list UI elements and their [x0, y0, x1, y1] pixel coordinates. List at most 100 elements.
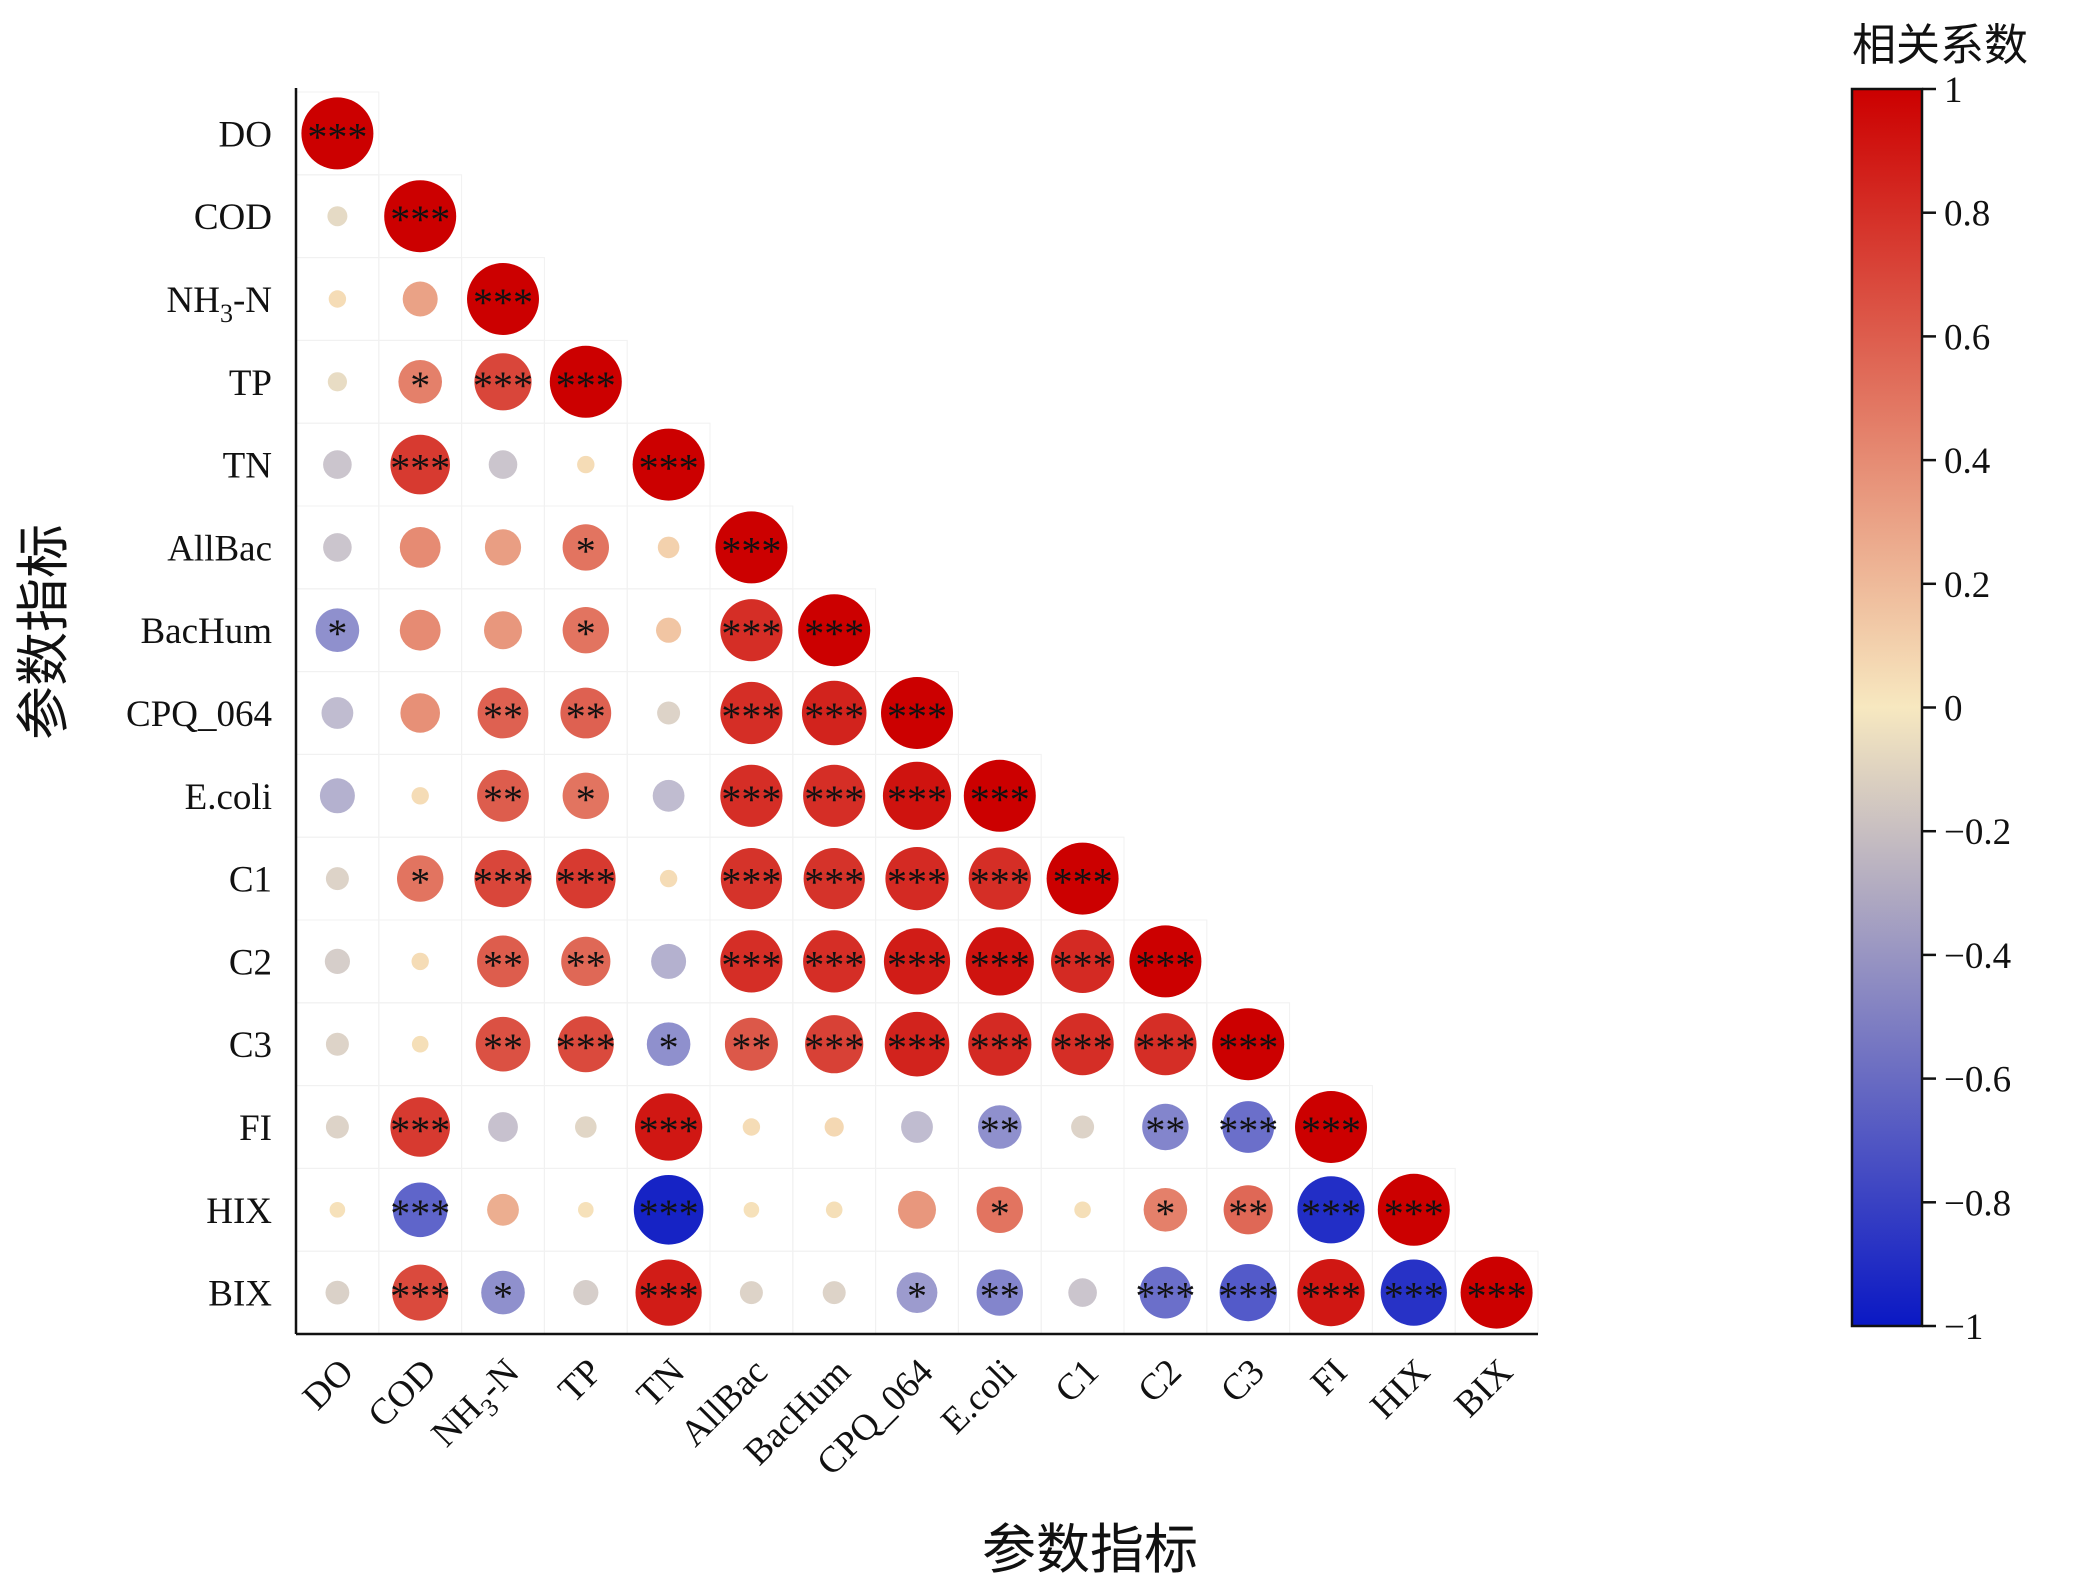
- y-tick-labels: DO COD NH3-N TP TN AllBac BacHum CPQ_064 E.coli C…: [126, 114, 272, 1314]
- y-axis-title: 参数指标: [12, 524, 75, 740]
- colorbar: 1 0.8 0.6 0.4 0.2 0 −0.2 −0.4 −0.6 −0.8 −1: [1850, 70, 2011, 1348]
- correlation-circle: [474, 850, 532, 908]
- significance-label: ***: [639, 1274, 699, 1319]
- x-axis-title: 参数指标: [982, 1518, 1198, 1581]
- correlation-circle: [327, 372, 347, 392]
- correlation-circle: [1219, 1264, 1277, 1322]
- correlation-circle: [390, 1097, 451, 1157]
- significance-label: ***: [556, 1025, 616, 1070]
- correlation-circle: [963, 759, 1036, 832]
- correlation-circle: [724, 1017, 778, 1071]
- correlation-circle: [720, 764, 783, 827]
- correlation-circle: [882, 761, 952, 830]
- significance-label: ***: [1218, 1025, 1278, 1070]
- correlation-circle: [742, 1118, 761, 1136]
- correlation-circle: [398, 360, 443, 404]
- correlation-circle: [399, 609, 441, 651]
- significance-label: ***: [970, 1025, 1030, 1070]
- significance-label: ***: [804, 860, 864, 905]
- significance-label: ***: [804, 777, 864, 822]
- correlation-circle: [1139, 1266, 1192, 1319]
- correlation-circle: [884, 1011, 950, 1077]
- significance-label: ***: [1135, 1274, 1195, 1319]
- colorbar-tick-label: 0.6: [1944, 317, 1990, 358]
- correlation-circle: [488, 1112, 518, 1142]
- significance-label: **: [980, 1108, 1020, 1153]
- significance-label: ***: [639, 446, 699, 491]
- significance-label: ***: [804, 942, 864, 987]
- significance-label: ***: [1467, 1274, 1527, 1319]
- significance-label: ***: [1053, 1025, 1113, 1070]
- significance-label: *: [410, 860, 430, 905]
- significance-label: ***: [473, 860, 533, 905]
- significance-label: **: [1228, 1191, 1268, 1236]
- y-tick-label: E.coli: [185, 777, 272, 818]
- correlation-circle: [1134, 1013, 1197, 1076]
- significance-label: *: [410, 363, 430, 408]
- significance-label: ***: [721, 777, 781, 822]
- significance-label: ***: [1135, 1025, 1195, 1070]
- correlation-circle: [481, 1270, 525, 1315]
- correlation-circle: [822, 1281, 846, 1305]
- correlation-circle: [635, 1093, 703, 1161]
- significance-label: **: [566, 942, 606, 987]
- correlation-circle: [883, 928, 951, 995]
- correlation-circle: [329, 1202, 346, 1218]
- correlation-circle: [484, 611, 522, 650]
- significance-label: **: [483, 942, 523, 987]
- x-tick-label: TN: [629, 1351, 693, 1415]
- colorbar-tick-label: −1: [1944, 1307, 1983, 1348]
- correlation-circle: [475, 1016, 531, 1072]
- correlation-circle: [1051, 929, 1115, 994]
- x-tick-label: C2: [1130, 1351, 1190, 1411]
- correlation-circle: [578, 1202, 594, 1218]
- correlation-circle: [323, 450, 352, 479]
- significance-label: **: [566, 694, 606, 739]
- correlation-circle: [978, 1105, 1022, 1149]
- correlation-circle: [392, 1182, 448, 1238]
- correlation-circle: [399, 527, 441, 568]
- colorbar-tick-label: 0.2: [1944, 565, 1990, 606]
- significance-label: ***: [1135, 942, 1195, 987]
- axes: [294, 88, 1538, 1336]
- significance-label: *: [990, 1191, 1010, 1236]
- significance-label: ***: [887, 860, 947, 905]
- significance-label: *: [1155, 1191, 1175, 1236]
- correlation-circle: [402, 281, 438, 317]
- y-tick-label: TN: [223, 446, 272, 487]
- colorbar-tick-label: 1: [1944, 70, 1963, 111]
- significance-label: ***: [970, 777, 1030, 822]
- significance-label: *: [659, 1025, 679, 1070]
- correlation-circle: [901, 1111, 933, 1143]
- correlation-circle: [1071, 1115, 1095, 1139]
- correlation-circle: [965, 927, 1034, 996]
- x-tick-label: E.coli: [933, 1351, 1024, 1442]
- correlation-circle: [562, 772, 609, 819]
- significance-label: ***: [1384, 1274, 1444, 1319]
- correlation-circle: [825, 1201, 843, 1219]
- y-tick-label: TP: [229, 363, 272, 404]
- significance-label: ***: [556, 363, 616, 408]
- significance-label: ***: [721, 694, 781, 739]
- significance-label: ***: [390, 197, 450, 242]
- correlation-circle: [651, 943, 687, 979]
- colorbar-tick-label: −0.4: [1944, 936, 2011, 977]
- y-tick-label: C1: [229, 860, 272, 901]
- significance-label: ***: [804, 694, 864, 739]
- correlation-circle: [715, 511, 788, 584]
- correlation-circle: [720, 599, 783, 662]
- significance-label: ***: [804, 1025, 864, 1070]
- correlation-circle: [562, 607, 609, 654]
- significance-label: *: [576, 528, 596, 573]
- significance-label: ***: [1053, 942, 1113, 987]
- correlation-circle: [720, 848, 783, 910]
- correlation-circle: [575, 1116, 597, 1138]
- correlation-circles: [301, 97, 1533, 1329]
- x-tick-label: C1: [1047, 1351, 1107, 1411]
- correlation-circle: [562, 524, 609, 571]
- significance-label: **: [483, 1025, 523, 1070]
- significance-label: ***: [639, 1108, 699, 1153]
- significance-label: ***: [1218, 1108, 1278, 1153]
- correlation-circle: [556, 848, 616, 909]
